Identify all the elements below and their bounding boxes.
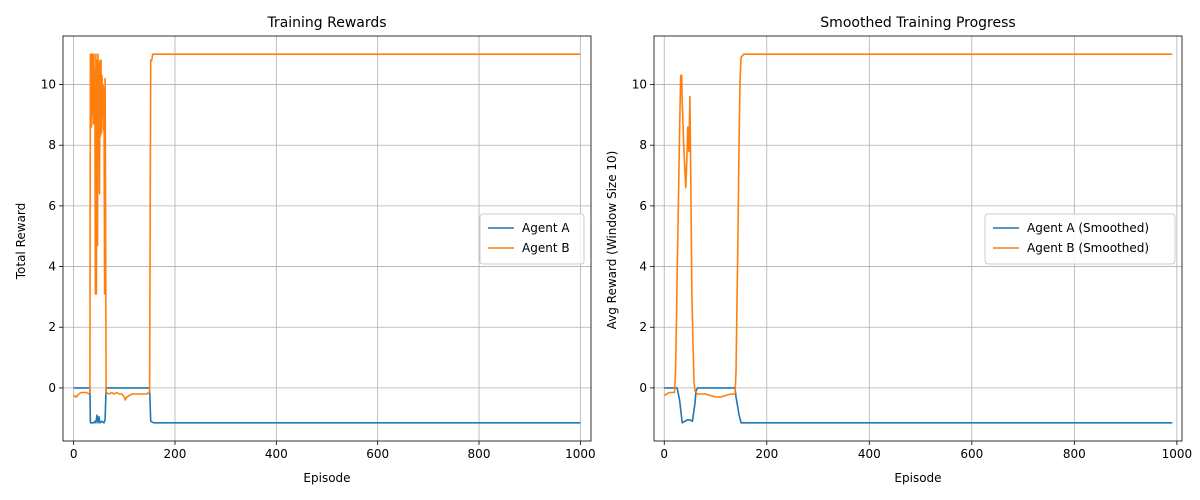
axis-ticks: 0 200 400 600 800 1000 0 2 4 6 8 10: [41, 78, 596, 461]
y-tick-label: 2: [48, 320, 56, 334]
y-tick-label: 0: [48, 381, 56, 395]
legend-label: Agent B (Smoothed): [1027, 241, 1149, 255]
y-tick-label: 4: [639, 260, 647, 274]
x-tick-label: 0: [70, 447, 78, 461]
x-tick-label: 200: [164, 447, 187, 461]
chart-title: Smoothed Training Progress: [820, 15, 1015, 31]
series-line: [663, 53, 1173, 398]
y-tick-label: 0: [639, 381, 647, 395]
legend-label: Agent A (Smoothed): [1027, 221, 1149, 235]
series-line: [664, 387, 1173, 424]
y-tick-label: 6: [48, 199, 56, 213]
y-tick-label: 10: [632, 78, 647, 92]
x-tick-label: 600: [366, 447, 389, 461]
legend: Agent A Agent B: [479, 213, 585, 265]
y-tick-label: 6: [639, 199, 647, 213]
x-tick-label: 400: [265, 447, 288, 461]
smoothed-progress-chart: Smoothed Training Progress Episode Avg R…: [605, 15, 1192, 485]
y-axis-label: Avg Reward (Window Size 10): [605, 151, 619, 330]
legend-label: Agent B: [522, 241, 570, 255]
x-tick-label: 600: [960, 447, 983, 461]
y-axis-label: Total Reward: [14, 203, 28, 281]
y-tick-label: 8: [48, 138, 56, 152]
legend-box: [479, 213, 585, 265]
x-tick-label: 800: [468, 447, 491, 461]
y-tick-label: 2: [639, 320, 647, 334]
x-axis-label: Episode: [303, 471, 350, 485]
x-tick-label: 800: [1063, 447, 1086, 461]
training-rewards-chart: Training Rewards Episode Total Reward 0 2…: [14, 15, 596, 485]
legend: Agent A (Smoothed) Agent B (Smoothed): [984, 213, 1176, 265]
x-tick-label: 0: [660, 447, 668, 461]
series-line: [73, 53, 581, 401]
x-tick-label: 1000: [565, 447, 596, 461]
plot-frame: [62, 35, 592, 442]
y-tick-label: 4: [48, 260, 56, 274]
y-tick-label: 8: [639, 138, 647, 152]
x-axis-label: Episode: [894, 471, 941, 485]
legend-box: [984, 213, 1176, 265]
legend-label: Agent A: [522, 221, 570, 235]
axis-ticks: 0 200 400 600 800 1000 0 2 4 6 8 10: [632, 78, 1192, 461]
x-tick-label: 200: [755, 447, 778, 461]
x-tick-label: 1000: [1162, 447, 1193, 461]
series-lines: [73, 53, 581, 424]
plot-frame: [653, 35, 1183, 442]
chart-title: Training Rewards: [266, 15, 386, 31]
x-tick-label: 400: [858, 447, 881, 461]
series-lines: [663, 53, 1173, 424]
y-tick-label: 10: [41, 78, 56, 92]
grid-lines: [654, 36, 1182, 441]
